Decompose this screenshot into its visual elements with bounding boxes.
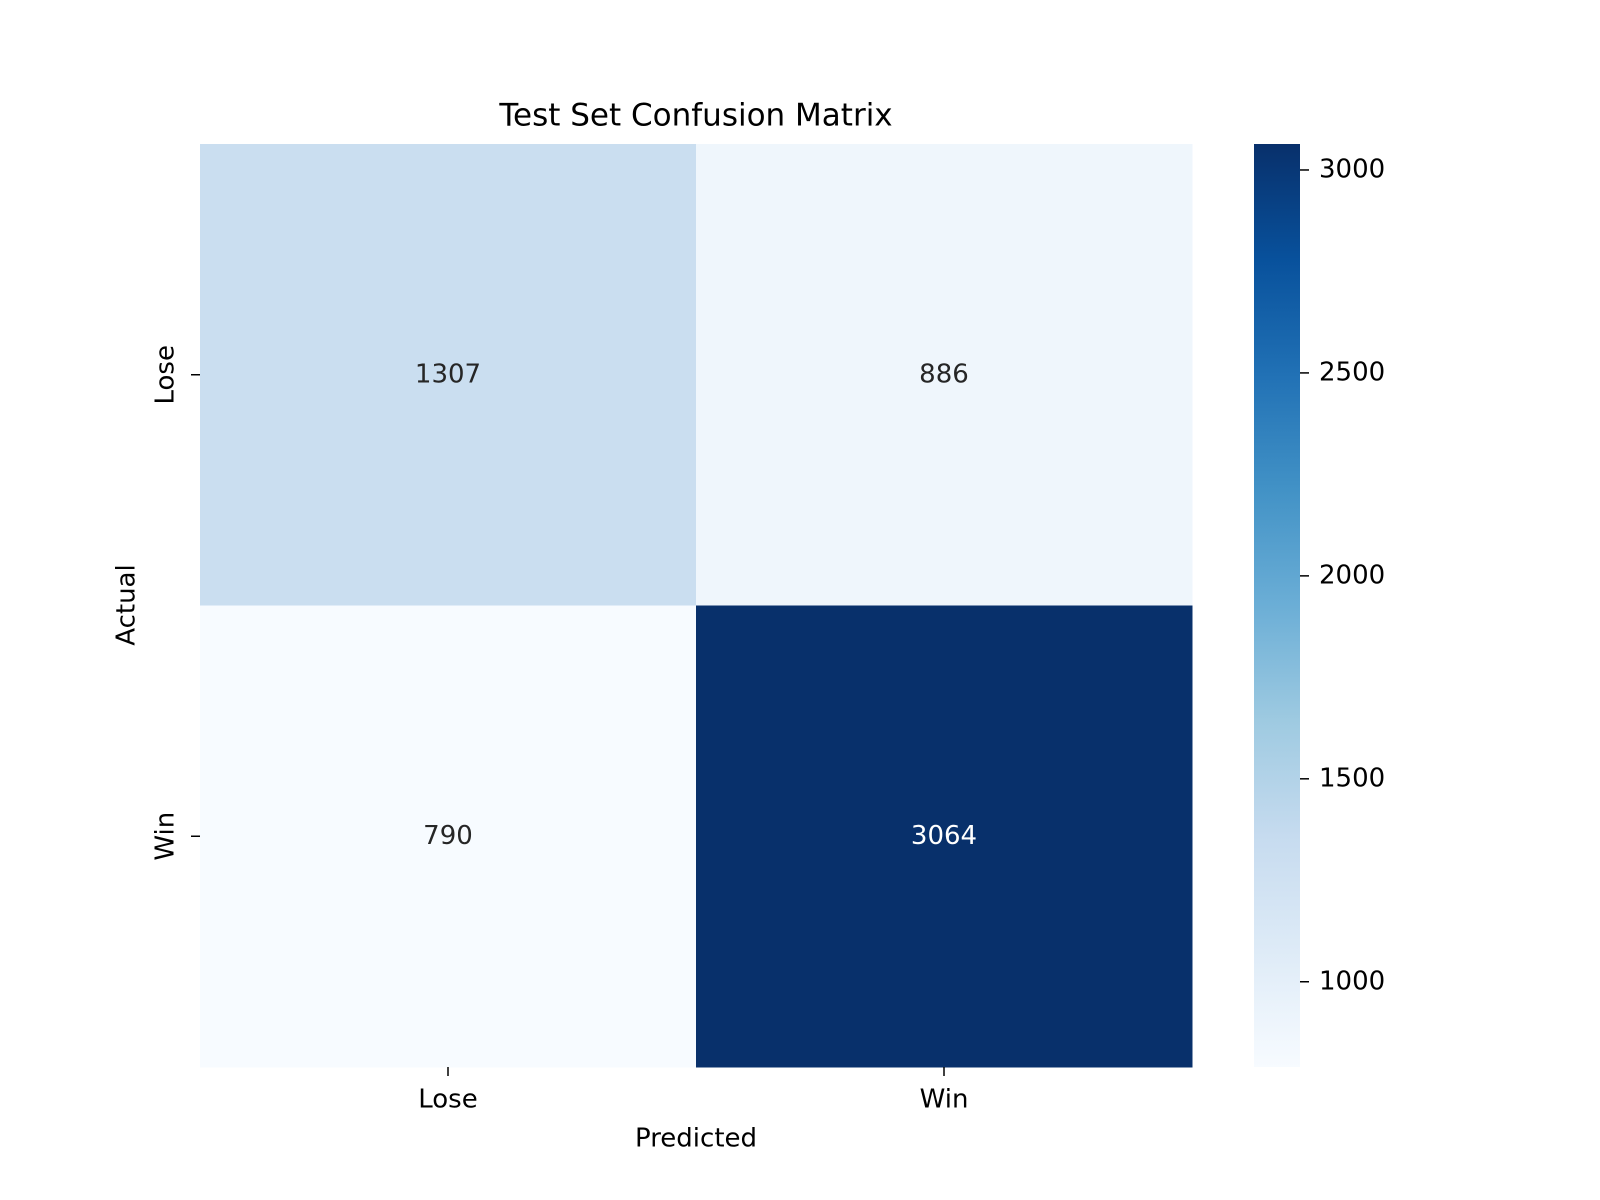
heatmap-cell: [696, 605, 1193, 1068]
y-axis-label: Actual: [112, 564, 142, 645]
heatmap-cell: [696, 144, 1193, 606]
colorbar-tick-label: 2500: [1319, 357, 1385, 387]
colorbar-tick-label: 3000: [1319, 154, 1385, 184]
cell-value-label: 790: [423, 821, 473, 851]
colorbar-tick-label: 1000: [1319, 966, 1385, 996]
cell-value-label: 3064: [911, 821, 977, 851]
colorbar: [1254, 144, 1300, 1067]
y-tick-label: Win: [151, 812, 181, 861]
heatmap-cell: [200, 144, 697, 606]
cell-value-label: 1307: [415, 359, 481, 389]
heatmap-cell: [200, 605, 697, 1068]
chart-title: Test Set Confusion Matrix: [498, 98, 892, 134]
colorbar-tick-label: 1500: [1319, 763, 1385, 793]
colorbar-tick-label: 2000: [1319, 560, 1385, 590]
x-tick-label: Lose: [418, 1085, 477, 1115]
x-tick-label: Win: [920, 1085, 969, 1115]
y-tick-label: Lose: [151, 345, 181, 404]
x-axis-label: Predicted: [635, 1124, 757, 1154]
cell-value-label: 886: [919, 359, 969, 389]
